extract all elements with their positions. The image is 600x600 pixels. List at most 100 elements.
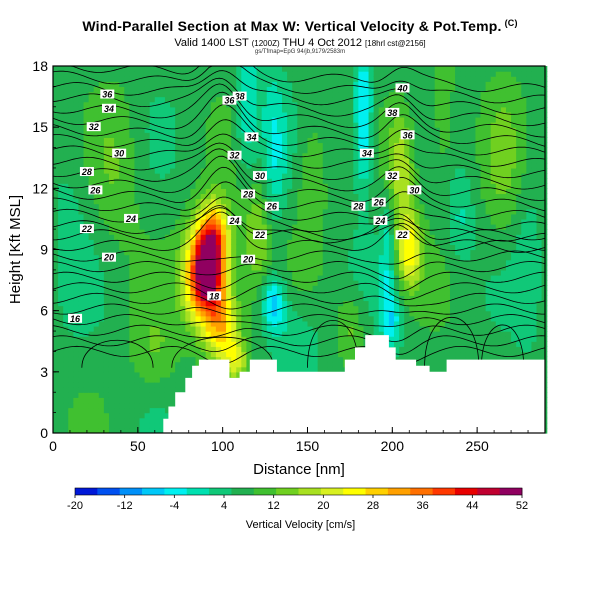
- velocity-cell: [307, 213, 314, 220]
- velocity-cell: [124, 152, 130, 159]
- velocity-cell: [73, 249, 80, 256]
- velocity-cell: [119, 66, 125, 72]
- velocity-cell: [348, 193, 354, 200]
- velocity-cell: [175, 111, 181, 118]
- velocity-cell: [119, 305, 125, 312]
- velocity-cell: [144, 254, 151, 261]
- velocity-cell: [139, 239, 146, 246]
- velocity-cell: [185, 96, 192, 103]
- velocity-cell: [124, 325, 130, 332]
- velocity-cell: [287, 274, 293, 281]
- velocity-cell: [256, 224, 263, 230]
- velocity-cell: [399, 188, 405, 195]
- velocity-cell: [210, 229, 217, 235]
- velocity-cell: [88, 71, 95, 77]
- velocity-cell: [144, 331, 151, 337]
- velocity-cell: [220, 137, 227, 144]
- velocity-cell: [58, 91, 64, 98]
- velocity-cell: [88, 427, 95, 434]
- velocity-cell: [159, 376, 166, 383]
- velocity-cell: [246, 341, 253, 347]
- velocity-cell: [159, 274, 166, 281]
- velocity-cell: [129, 315, 136, 322]
- velocity-cell: [261, 132, 268, 138]
- velocity-cell: [144, 249, 151, 256]
- velocity-cell: [383, 229, 390, 235]
- velocity-cell: [164, 346, 171, 353]
- velocity-cell: [256, 157, 263, 164]
- velocity-cell: [134, 356, 141, 363]
- subtitle-utc: (1200Z): [251, 39, 280, 48]
- velocity-cell: [287, 208, 293, 215]
- velocity-cell: [205, 346, 212, 353]
- velocity-cell: [93, 300, 100, 307]
- velocity-cell: [378, 305, 385, 312]
- velocity-cell: [292, 91, 298, 98]
- velocity-cell: [327, 280, 334, 286]
- velocity-cell: [129, 392, 136, 398]
- velocity-cell: [241, 310, 248, 317]
- velocity-cell: [108, 356, 115, 363]
- velocity-cell: [368, 320, 375, 327]
- velocity-cell: [251, 315, 258, 322]
- velocity-cell: [139, 422, 146, 429]
- velocity-cell: [88, 325, 95, 332]
- velocity-cell: [246, 111, 253, 118]
- velocity-cell: [287, 96, 293, 103]
- velocity-cell: [399, 290, 405, 296]
- velocity-cell: [394, 66, 400, 72]
- velocity-cell: [246, 142, 253, 149]
- velocity-cell: [190, 310, 197, 317]
- velocity-cell: [210, 336, 217, 342]
- velocity-cell: [108, 111, 115, 118]
- velocity-cell: [348, 66, 354, 72]
- velocity-cell: [139, 290, 146, 296]
- velocity-cell: [119, 213, 125, 220]
- velocity-cell: [363, 96, 370, 103]
- velocity-cell: [93, 387, 100, 393]
- velocity-cell: [73, 285, 80, 291]
- velocity-cell: [78, 76, 85, 82]
- velocity-cell: [307, 234, 314, 240]
- velocity-cell: [63, 178, 69, 184]
- velocity-cell: [236, 178, 242, 184]
- velocity-cell: [256, 300, 263, 307]
- velocity-cell: [322, 229, 329, 235]
- velocity-cell: [322, 274, 329, 281]
- velocity-cell: [307, 203, 314, 210]
- velocity-cell: [149, 229, 156, 235]
- velocity-cell: [358, 173, 365, 179]
- velocity-cell: [266, 274, 273, 281]
- velocity-cell: [119, 397, 125, 404]
- velocity-cell: [205, 173, 212, 179]
- velocity-cell: [159, 427, 166, 434]
- velocity-cell: [170, 178, 176, 184]
- velocity-cell: [394, 152, 400, 159]
- velocity-cell: [149, 397, 156, 404]
- velocity-cell: [180, 371, 186, 378]
- velocity-cell: [358, 198, 365, 205]
- velocity-cell: [129, 320, 136, 327]
- velocity-cell: [292, 132, 298, 138]
- velocity-cell: [282, 96, 288, 103]
- velocity-cell: [292, 290, 298, 296]
- velocity-cell: [58, 224, 64, 230]
- velocity-cell: [358, 290, 365, 296]
- velocity-cell: [378, 173, 385, 179]
- velocity-cell: [297, 188, 303, 195]
- velocity-cell: [103, 173, 110, 179]
- velocity-cell: [358, 122, 365, 128]
- velocity-cell: [149, 183, 156, 189]
- velocity-cell: [114, 244, 120, 251]
- velocity-cell: [119, 178, 125, 184]
- velocity-cell: [297, 234, 303, 240]
- velocity-cell: [282, 300, 288, 307]
- velocity-cell: [195, 244, 202, 251]
- velocity-cell: [175, 116, 181, 123]
- velocity-cell: [215, 331, 222, 337]
- velocity-cell: [332, 315, 339, 322]
- velocity-cell: [287, 249, 293, 256]
- velocity-cell: [302, 356, 309, 363]
- velocity-cell: [343, 178, 349, 184]
- velocity-cell: [287, 259, 293, 266]
